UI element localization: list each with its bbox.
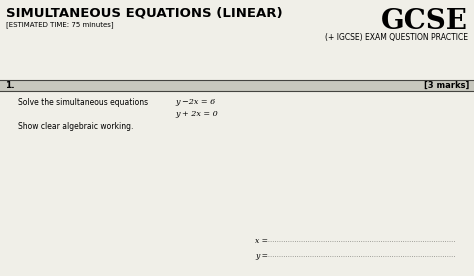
- Text: y −2x = 6: y −2x = 6: [175, 98, 215, 106]
- Text: x =: x =: [255, 237, 268, 245]
- Text: y =: y =: [255, 252, 268, 260]
- Text: y + 2x = 0: y + 2x = 0: [175, 110, 218, 118]
- Text: Show clear algebraic working.: Show clear algebraic working.: [18, 122, 133, 131]
- Text: GCSE: GCSE: [381, 8, 468, 35]
- Bar: [0, 80, 474, 91]
- Text: Solve the simultaneous equations: Solve the simultaneous equations: [18, 98, 148, 107]
- Text: SIMULTANEOUS EQUATIONS (LINEAR): SIMULTANEOUS EQUATIONS (LINEAR): [6, 6, 283, 19]
- Text: 1.: 1.: [5, 81, 15, 90]
- Text: [ESTIMATED TIME: 75 minutes]: [ESTIMATED TIME: 75 minutes]: [6, 21, 114, 28]
- Text: [3 marks]: [3 marks]: [424, 81, 469, 90]
- Text: (+ IGCSE) EXAM QUESTION PRACTICE: (+ IGCSE) EXAM QUESTION PRACTICE: [325, 33, 468, 42]
